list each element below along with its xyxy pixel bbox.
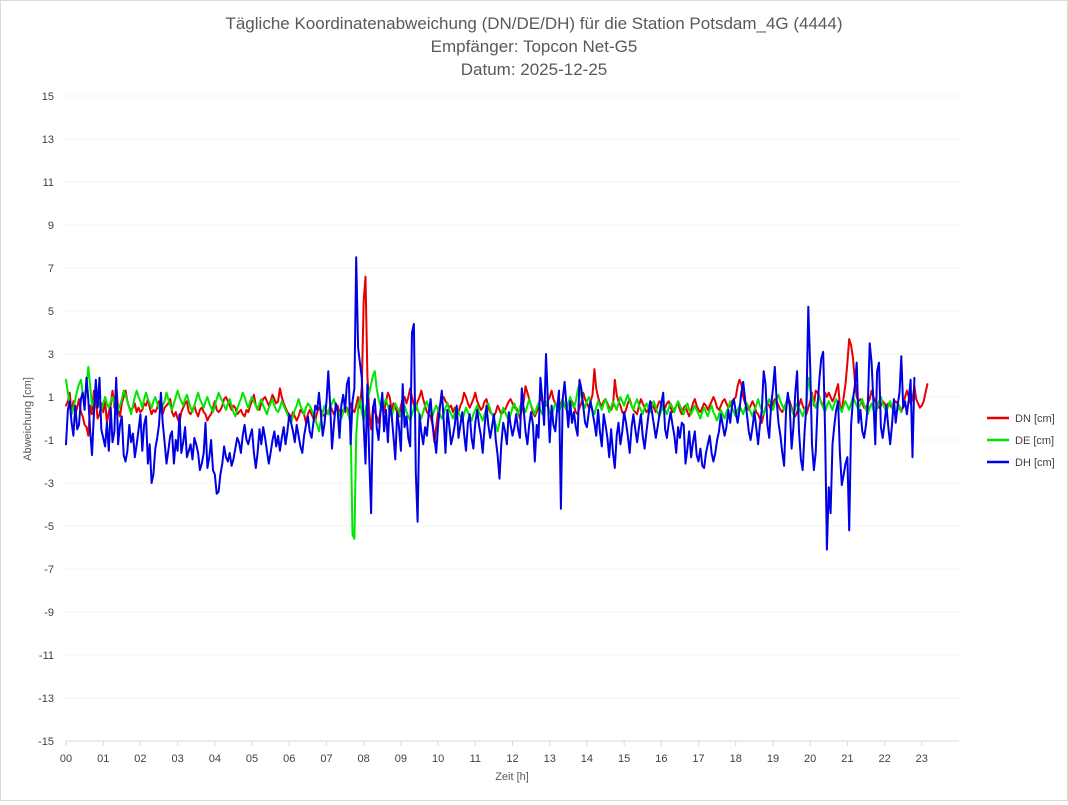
y-tick-label: 5 (48, 306, 54, 318)
x-axis-label: Zeit [h] (495, 771, 529, 783)
y-tick-label: -11 (39, 650, 54, 662)
series-lines (65, 256, 929, 551)
x-tick-label: 19 (767, 753, 779, 765)
x-tick-label: 00 (60, 753, 72, 765)
x-tick-label: 02 (134, 753, 146, 765)
x-tick-label: 18 (730, 753, 742, 765)
x-tick-label: 07 (320, 753, 332, 765)
legend-label: DN [cm] (1015, 413, 1055, 425)
chart-title-line-3: Datum: 2025-12-25 (461, 60, 607, 79)
x-tick-label: 04 (209, 753, 221, 765)
x-tick-label: 21 (841, 753, 853, 765)
y-axis-ticks: 15 13 11 9 7 5 3 1 -1 -3 -5 -7 -9 -11 -13 -15 (38, 91, 54, 748)
x-tick-label: 12 (506, 753, 518, 765)
legend-label: DE [cm] (1015, 435, 1054, 447)
y-tick-label: -13 (38, 693, 54, 705)
x-tick-label: 09 (395, 753, 407, 765)
x-tick-label: 20 (804, 753, 816, 765)
legend: DN [cm] DE [cm] DH [cm] (987, 413, 1055, 469)
x-axis-ticks: 00 01 02 03 04 05 06 07 08 09 10 11 12 13 14 15 16 17 18 19… (60, 741, 928, 765)
x-tick-label: 22 (878, 753, 890, 765)
x-tick-label: 11 (470, 753, 481, 765)
x-tick-label: 14 (581, 753, 593, 765)
y-tick-label: 15 (42, 91, 54, 103)
y-tick-label: 3 (48, 349, 54, 361)
x-tick-label: 08 (358, 753, 370, 765)
x-tick-label: 03 (172, 753, 184, 765)
y-tick-label: -3 (44, 478, 54, 490)
y-tick-label: 11 (43, 177, 54, 189)
x-tick-label: 01 (97, 753, 109, 765)
x-tick-label: 17 (692, 753, 704, 765)
legend-label: DH [cm] (1015, 457, 1055, 469)
y-tick-label: -7 (44, 564, 54, 576)
x-tick-label: 16 (655, 753, 667, 765)
y-tick-label: 1 (48, 392, 54, 404)
x-tick-label: 06 (283, 753, 295, 765)
y-axis-label: Abweichung [cm] (22, 377, 34, 461)
y-tick-label: -15 (38, 736, 54, 748)
y-tick-label: -9 (44, 607, 54, 619)
y-tick-label: 7 (48, 263, 54, 275)
y-tick-label: 9 (48, 220, 54, 232)
x-tick-label: 23 (916, 753, 928, 765)
y-tick-label: -5 (44, 521, 54, 533)
series-line-dh (65, 256, 916, 551)
x-tick-label: 13 (544, 753, 556, 765)
y-tick-label: -1 (44, 435, 54, 447)
x-tick-label: 10 (432, 753, 444, 765)
x-tick-label: 05 (246, 753, 258, 765)
chart-title-line-2: Empfänger: Topcon Net-G5 (431, 37, 638, 56)
y-tick-label: 13 (42, 134, 54, 146)
chart-title-line-1: Tägliche Koordinatenabweichung (DN/DE/DH… (225, 14, 842, 33)
x-tick-label: 15 (618, 753, 630, 765)
